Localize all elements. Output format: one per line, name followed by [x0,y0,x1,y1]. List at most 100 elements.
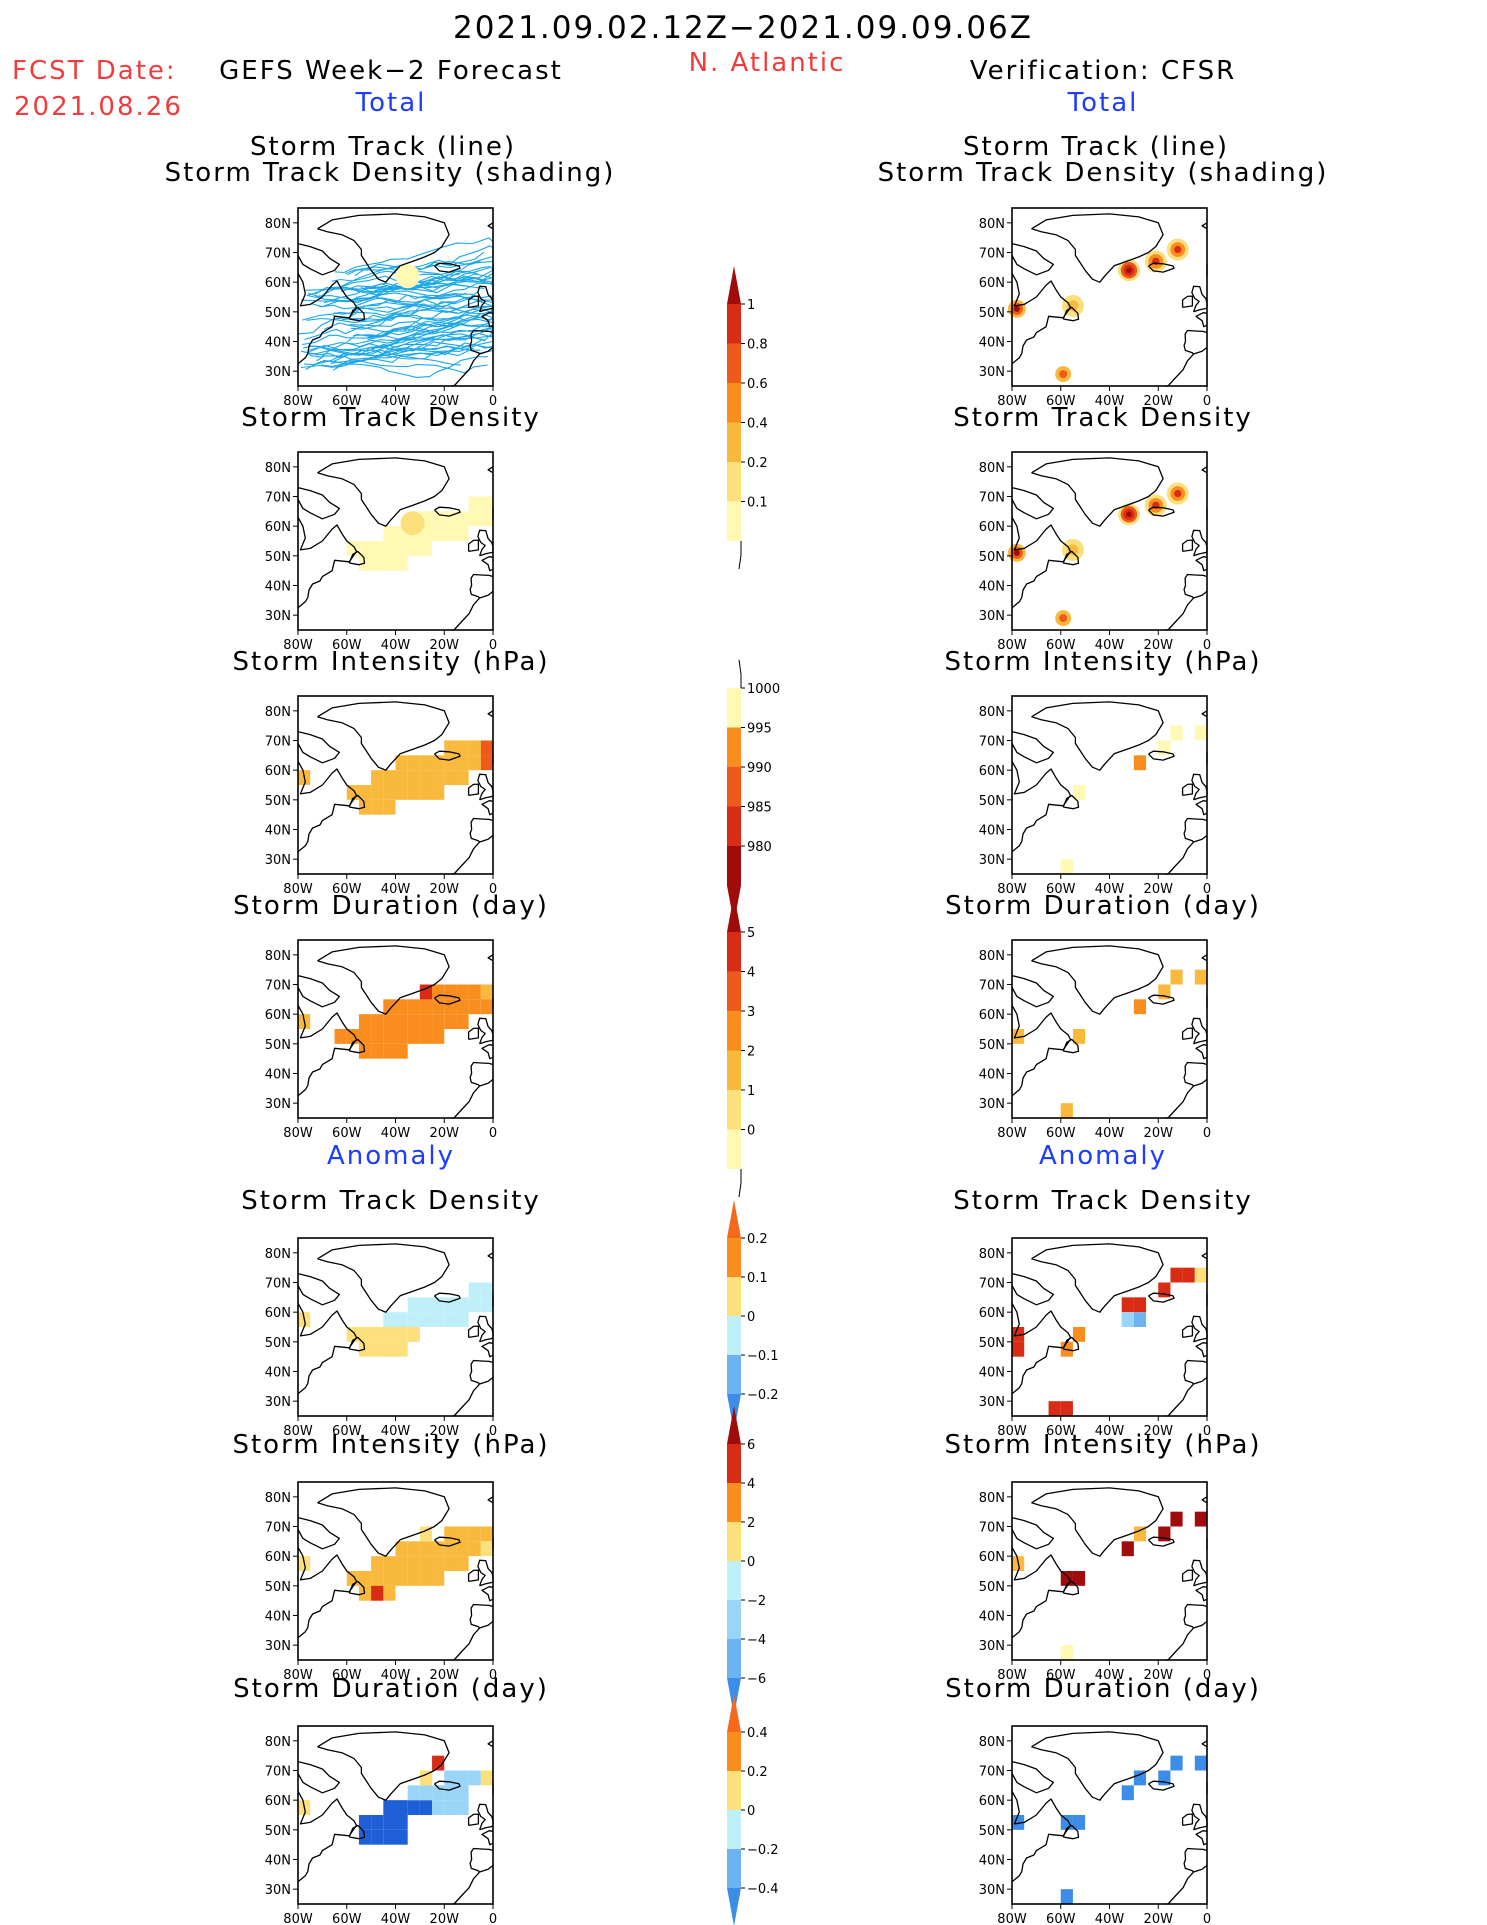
right-p1-ytick-label-70N: 70N [979,247,1005,262]
right-p7-ytick-label-70N: 70N [979,1765,1005,1780]
right-p6-title: Storm Intensity (hPa) [944,1430,1262,1460]
right-p6-grid-cell [1072,1571,1086,1586]
right-p5-grid-cell [1170,1267,1183,1283]
left-p3-grid-cell [407,770,420,785]
left-p2-grid-cell [419,526,433,541]
right-p7-xtick-label-0: 0 [1203,1912,1211,1925]
right-p3-grid-cell [1194,725,1207,741]
left-p7-ytick-label-30N: 30N [265,1883,291,1898]
left-p3-grid-cell [432,785,445,800]
right-p4-grid-cell [1170,969,1183,985]
left-p2-grid-cell [383,526,396,541]
cb-total-intensity-label-995: 995 [747,722,772,737]
left-p2-grid-cell [468,511,481,527]
left-p2-coastline [317,457,450,527]
left-p3-coastline [487,710,494,718]
left-p2-grid-cell [456,526,469,541]
right-p5-ytick-label-70N: 70N [979,1277,1005,1292]
right-p5-coastline [1011,1302,1072,1395]
left-p7-grid-cell [480,1770,493,1786]
left-p2-ytick-label-80N: 80N [265,461,291,476]
left-p4-grid-cell [358,1014,372,1029]
left-p5-grid-cell [358,1327,372,1342]
right-p3-coastline [1181,783,1194,797]
left-p3-grid-cell [456,740,469,756]
right-p7-grid-cell [1121,1785,1134,1801]
left-p1-track-line [333,299,494,315]
right-p6-grid-cell [1121,1541,1134,1557]
right-p6-ytick-label-60N: 60N [979,1550,1005,1565]
cb-total-duration-segment [727,1050,741,1090]
left-p4-grid-cell [456,999,469,1015]
right-p5-xtick-label-80W: 80W [997,1424,1027,1439]
left-p3-grid-cell [395,755,408,771]
left-p1-track-line [353,307,494,337]
right-p7-xtick-label-40W: 40W [1095,1912,1125,1925]
right-p5-xtick-label-0: 0 [1203,1424,1211,1439]
right-p6-coastline [1183,1603,1208,1629]
right-p1-xtick-label-40W: 40W [1095,394,1125,409]
right-p5-coastline [1181,1325,1194,1339]
left-p4-xtick-label-0: 0 [489,1126,497,1141]
left-p6-coastline [434,1536,461,1547]
right-p3-ytick-label-80N: 80N [979,705,1005,720]
right-p2-coastline [1011,516,1072,609]
left-p6-ytick-label-70N: 70N [265,1521,291,1536]
cb-total-density-label-0.2: 0.2 [747,456,768,471]
left-p4-xtick-label-60W: 60W [332,1126,362,1141]
right-p7-grid-cell [1194,1755,1207,1771]
left-p3-coastline [481,800,494,816]
left-p2-coastline [487,466,494,474]
right-p6-coastline [1062,1580,1080,1596]
left-p5-grid-cell [419,1297,433,1313]
left-p3-grid-cell [444,770,457,785]
right-p5-ytick-label-50N: 50N [979,1336,1005,1351]
left-p7-grid-cell [395,1800,408,1815]
cb-anom-density-label-0: 0 [747,1310,755,1325]
right-p7-ytick-label-60N: 60N [979,1794,1005,1809]
left-p3-coastline [297,730,341,764]
left-p4-xtick-label-40W: 40W [381,1126,411,1141]
right-p4-coastline [1195,1044,1208,1060]
right-p1-xtick-label-80W: 80W [997,394,1027,409]
left-p5-grid-cell [395,1312,408,1327]
left-p4-ytick-label-40N: 40N [265,1068,291,1083]
right-p5-xtick-label-40W: 40W [1095,1424,1125,1439]
cb-total-density-segment [727,343,741,383]
cb-anom-density-label-0.2: 0.2 [747,1232,768,1247]
cb-anom-duration-segment [727,1771,741,1810]
right-p5-coastline [1201,1252,1208,1260]
right-p2-density-blob [1126,511,1132,518]
cb-total-density-segment [727,462,741,502]
right-p7-coastline [1195,1830,1208,1846]
left-p6-grid-cell [419,1526,433,1542]
left-p3-grid-cell [432,770,445,785]
right-p7-xtick-label-20W: 20W [1144,1912,1174,1925]
right-p7-bg [1012,1726,1207,1904]
cb-total-duration-label-4: 4 [747,966,755,981]
left-p7-grid-cell [395,1829,408,1845]
left-p3-grid-cell [358,785,372,800]
left-p7-xtick-label-60W: 60W [332,1912,362,1925]
right-p3-coastline [1183,817,1208,843]
right-p2-ytick-label-60N: 60N [979,520,1005,535]
left-p4-grid-cell [432,1029,445,1044]
cb-anom-duration-bottom-arrow [727,1888,741,1925]
left-p1-coastline [434,262,461,273]
left-p3-grid-cell [407,755,420,771]
left-p1-track-line [341,305,494,321]
left-p7-ytick-label-70N: 70N [265,1765,291,1780]
left-p7-grid-cell [419,1770,433,1786]
left-p6-grid-cell [456,1526,469,1542]
cb-total-intensity-segment [727,846,741,886]
cb-anom-intensity-label-−6: −6 [747,1672,766,1687]
left-p1-track-line [355,260,494,299]
right-p6-ytick-label-50N: 50N [979,1580,1005,1595]
left-p6-grid-cell [407,1571,420,1586]
left-p1-track-line [308,326,494,348]
right-p6-xtick-label-20W: 20W [1144,1668,1174,1683]
left-p1-track-line [323,305,494,336]
left-p4-grid-cell [407,1029,420,1044]
right-p6-coastline [1011,1546,1072,1639]
left-p4-grid-cell [334,1029,347,1044]
